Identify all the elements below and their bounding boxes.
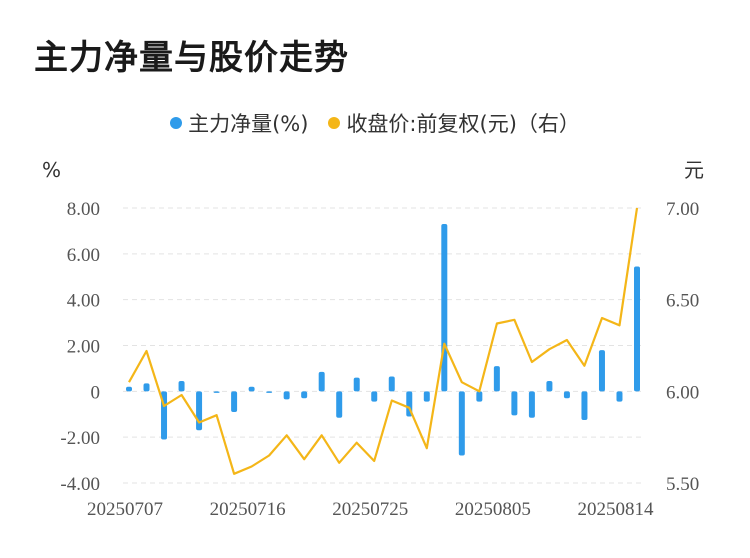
bar-net-volume [248, 386, 255, 392]
legend-line-dot-icon [328, 117, 341, 129]
bar-net-volume [493, 366, 500, 392]
left-tick-label: 2.00 [67, 337, 100, 358]
legend-label-close-price: 收盘价:前复权(元)（右） [346, 112, 580, 136]
right-tick-label: 7.00 [666, 199, 699, 220]
bar-net-volume [353, 377, 360, 392]
bar-net-volume [143, 383, 150, 392]
bar-net-volume [231, 391, 238, 412]
bar-net-volume [598, 350, 605, 392]
x-tick-label: 20250805 [455, 499, 531, 520]
left-tick-label: 8.00 [67, 199, 100, 220]
bar-net-volume [388, 376, 395, 392]
bar-net-volume [336, 391, 343, 418]
bar-net-volume [423, 391, 430, 402]
bar-net-volume [563, 391, 570, 399]
bar-net-volume [266, 391, 273, 393]
left-axis-unit: % [42, 158, 61, 182]
right-tick-label: 5.50 [666, 474, 699, 495]
x-tick-label: 20250716 [210, 499, 286, 520]
x-tick-label: 20250707 [87, 499, 163, 520]
bar-net-volume [196, 391, 203, 431]
bar-net-volume [528, 391, 535, 418]
bar-net-volume [581, 391, 588, 420]
bar-net-volume [213, 391, 220, 393]
left-tick-label: 4.00 [67, 291, 100, 312]
bar-net-volume [634, 266, 640, 392]
bar-net-volume [458, 391, 465, 456]
right-tick-label: 6.00 [666, 382, 699, 403]
legend-item-close-price[interactable]: 收盘价:前复权(元)（右） [328, 108, 580, 138]
chart-title: 主力净量与股价走势 [34, 38, 349, 78]
right-tick-label: 6.50 [666, 291, 699, 312]
legend-bar-dot-icon [170, 117, 183, 129]
legend: 主力净量(%) 收盘价:前复权(元)（右） [0, 108, 750, 138]
bar-net-volume [126, 386, 132, 392]
bar-net-volume [441, 224, 448, 392]
bar-net-volume [283, 391, 290, 400]
left-tick-label: 6.00 [67, 245, 100, 266]
bar-net-volume [318, 371, 325, 392]
bar-net-volume [371, 391, 378, 402]
line-close-price [128, 207, 639, 475]
legend-item-net-volume[interactable]: 主力净量(%) [170, 108, 308, 138]
left-tick-label: 0 [91, 382, 101, 403]
legend-label-net-volume: 主力净量(%) [188, 112, 309, 136]
right-axis-unit: 元 [684, 158, 704, 182]
x-tick-label: 20250725 [332, 499, 408, 520]
bar-net-volume [476, 391, 483, 402]
left-tick-label: -2.00 [60, 428, 100, 449]
bar-net-volume [178, 381, 185, 392]
bar-net-volume [546, 381, 553, 392]
bar-net-volume [301, 391, 308, 399]
bar-net-volume [616, 391, 623, 402]
left-tick-label: -4.00 [60, 474, 100, 495]
bar-net-volume [511, 391, 518, 416]
x-tick-label: 20250814 [577, 499, 654, 520]
